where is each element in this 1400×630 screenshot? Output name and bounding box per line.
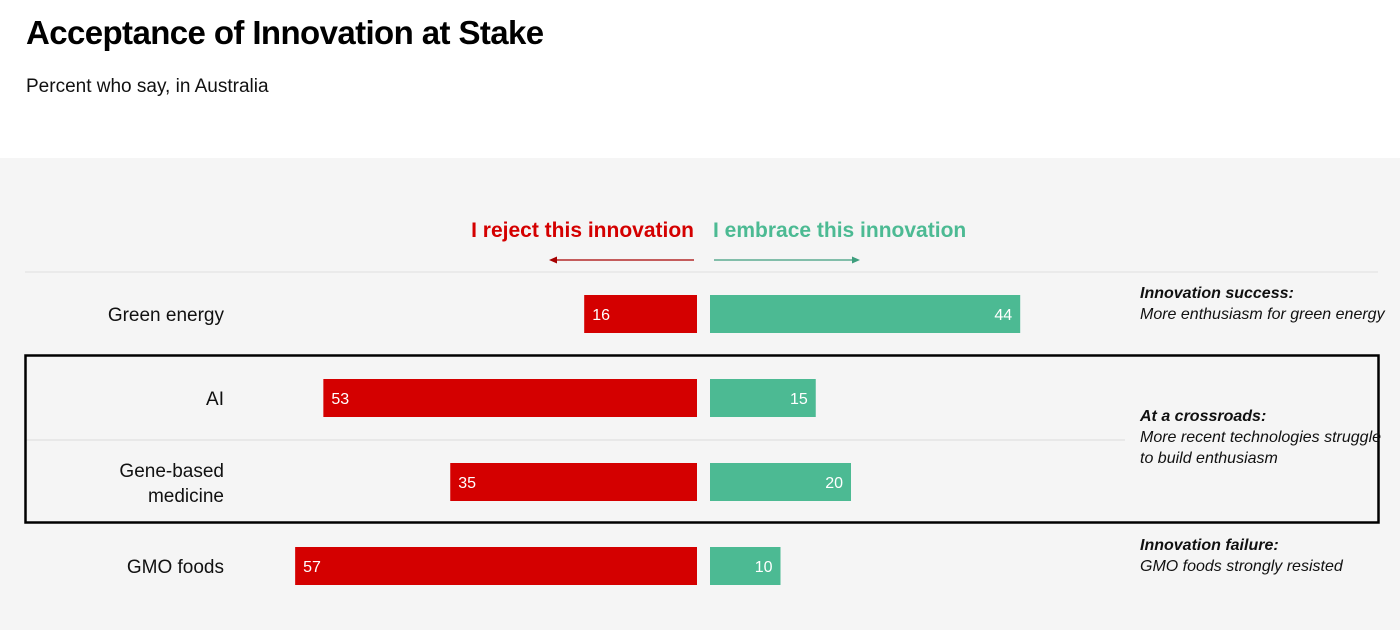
- reject-value-label: 16: [592, 307, 610, 324]
- embrace-value-label: 10: [755, 559, 773, 576]
- annotation-success-body: More enthusiasm for green energy: [1140, 306, 1385, 323]
- annotation-failure-body: GMO foods strongly resisted: [1140, 558, 1343, 575]
- embrace-value-label: 44: [994, 307, 1012, 324]
- reject-value-label: 35: [458, 475, 476, 492]
- annotation-crossroads-heading: At a crossroads:: [1140, 408, 1267, 425]
- annotation-failure-heading: Innovation failure:: [1140, 537, 1279, 554]
- embrace-value-label: 15: [790, 391, 808, 408]
- chart-panel: [0, 158, 1400, 630]
- crossroads-highlight-box: [24, 354, 1380, 524]
- annotation-crossroads-body: More recent technologies struggle to bui…: [1140, 429, 1382, 467]
- legend-embrace-label: I embrace this innovation: [713, 219, 966, 242]
- reject-bar: [323, 379, 697, 417]
- reject-bar: [450, 463, 697, 501]
- category-label: AI: [206, 389, 224, 410]
- annotation-success: Innovation success: More enthusiasm for …: [1140, 283, 1390, 325]
- category-label: GMO foods: [127, 557, 224, 578]
- annotation-failure: Innovation failure: GMO foods strongly r…: [1140, 535, 1390, 577]
- reject-bar: [584, 295, 697, 333]
- category-label: Gene-based medicine: [119, 461, 224, 507]
- embrace-bar: [710, 463, 851, 501]
- reject-value-label: 57: [303, 559, 321, 576]
- annotation-crossroads: At a crossroads: More recent technologie…: [1140, 406, 1390, 469]
- chart-title: Acceptance of Innovation at Stake: [26, 14, 544, 51]
- annotation-success-heading: Innovation success:: [1140, 285, 1294, 302]
- embrace-arrow-head: [852, 256, 860, 264]
- embrace-bar: [710, 379, 816, 417]
- embrace-bar: [710, 547, 781, 585]
- legend-reject-label: I reject this innovation: [471, 219, 694, 242]
- category-label: Green energy: [108, 305, 225, 326]
- reject-bar: [295, 547, 697, 585]
- embrace-value-label: 20: [825, 475, 843, 492]
- embrace-bar: [710, 295, 1021, 333]
- reject-arrow-head: [549, 256, 557, 264]
- chart-subtitle: Percent who say, in Australia: [26, 76, 269, 97]
- reject-value-label: 53: [331, 391, 349, 408]
